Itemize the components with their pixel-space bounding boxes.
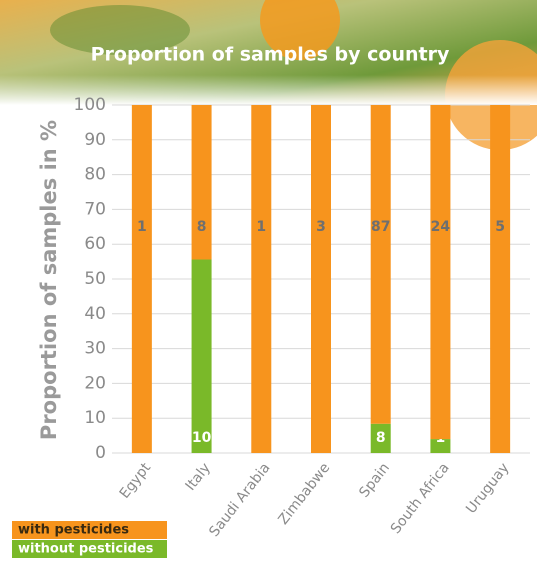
count-label: 3 <box>316 219 326 235</box>
y-tick-label: 70 <box>84 199 106 219</box>
y-tick-label: 50 <box>84 269 106 289</box>
legend: with pesticides without pesticides <box>12 521 167 558</box>
legend-label: without pesticides <box>18 542 154 557</box>
count-label: 1 <box>256 219 266 235</box>
count-label: 24 <box>431 219 451 235</box>
y-tick-label: 20 <box>84 373 106 393</box>
y-tick-label: 100 <box>74 95 106 115</box>
bar-segment <box>490 105 511 453</box>
x-tick-label: Italy <box>183 460 214 494</box>
bar-segment <box>430 105 451 440</box>
count-label: 10 <box>192 430 212 446</box>
bar-segment <box>251 105 272 453</box>
bar-segment <box>430 439 451 453</box>
count-label: 8 <box>197 219 207 235</box>
header-banner <box>0 0 537 150</box>
y-tick-label: 30 <box>84 339 106 359</box>
bar-segment <box>370 423 391 453</box>
count-label: 87 <box>371 219 390 235</box>
y-axis-label: Proportion of samples in % <box>37 120 61 440</box>
legend-label: with pesticides <box>18 523 129 538</box>
y-tick-label: 90 <box>84 130 106 150</box>
count-label: 5 <box>495 219 505 235</box>
y-tick-label: 0 <box>95 443 106 463</box>
y-tick-label: 60 <box>84 234 106 254</box>
bar-segment <box>370 105 391 424</box>
legend-swatch <box>12 540 167 558</box>
y-tick-label: 40 <box>84 304 106 324</box>
x-tick-label: South Africa <box>388 460 453 537</box>
bar-segment <box>131 105 152 453</box>
bar-segment <box>191 259 212 453</box>
x-tick-label: Spain <box>356 460 393 501</box>
y-tick-label: 10 <box>84 408 106 428</box>
y-tick-label: 80 <box>84 165 106 185</box>
x-tick-label: Zimbabwe <box>275 460 333 528</box>
count-label: 1 <box>137 219 147 235</box>
x-tick-label: Egypt <box>117 460 155 502</box>
x-tick-label: Uruguay <box>463 460 512 517</box>
bar-segment <box>191 105 212 260</box>
chart-title: Proportion of samples by country <box>91 44 450 66</box>
bar-segment <box>311 105 331 453</box>
count-label: 8 <box>376 430 386 446</box>
legend-swatch <box>12 521 167 539</box>
x-tick-label: Saudi Arabia <box>206 460 273 540</box>
